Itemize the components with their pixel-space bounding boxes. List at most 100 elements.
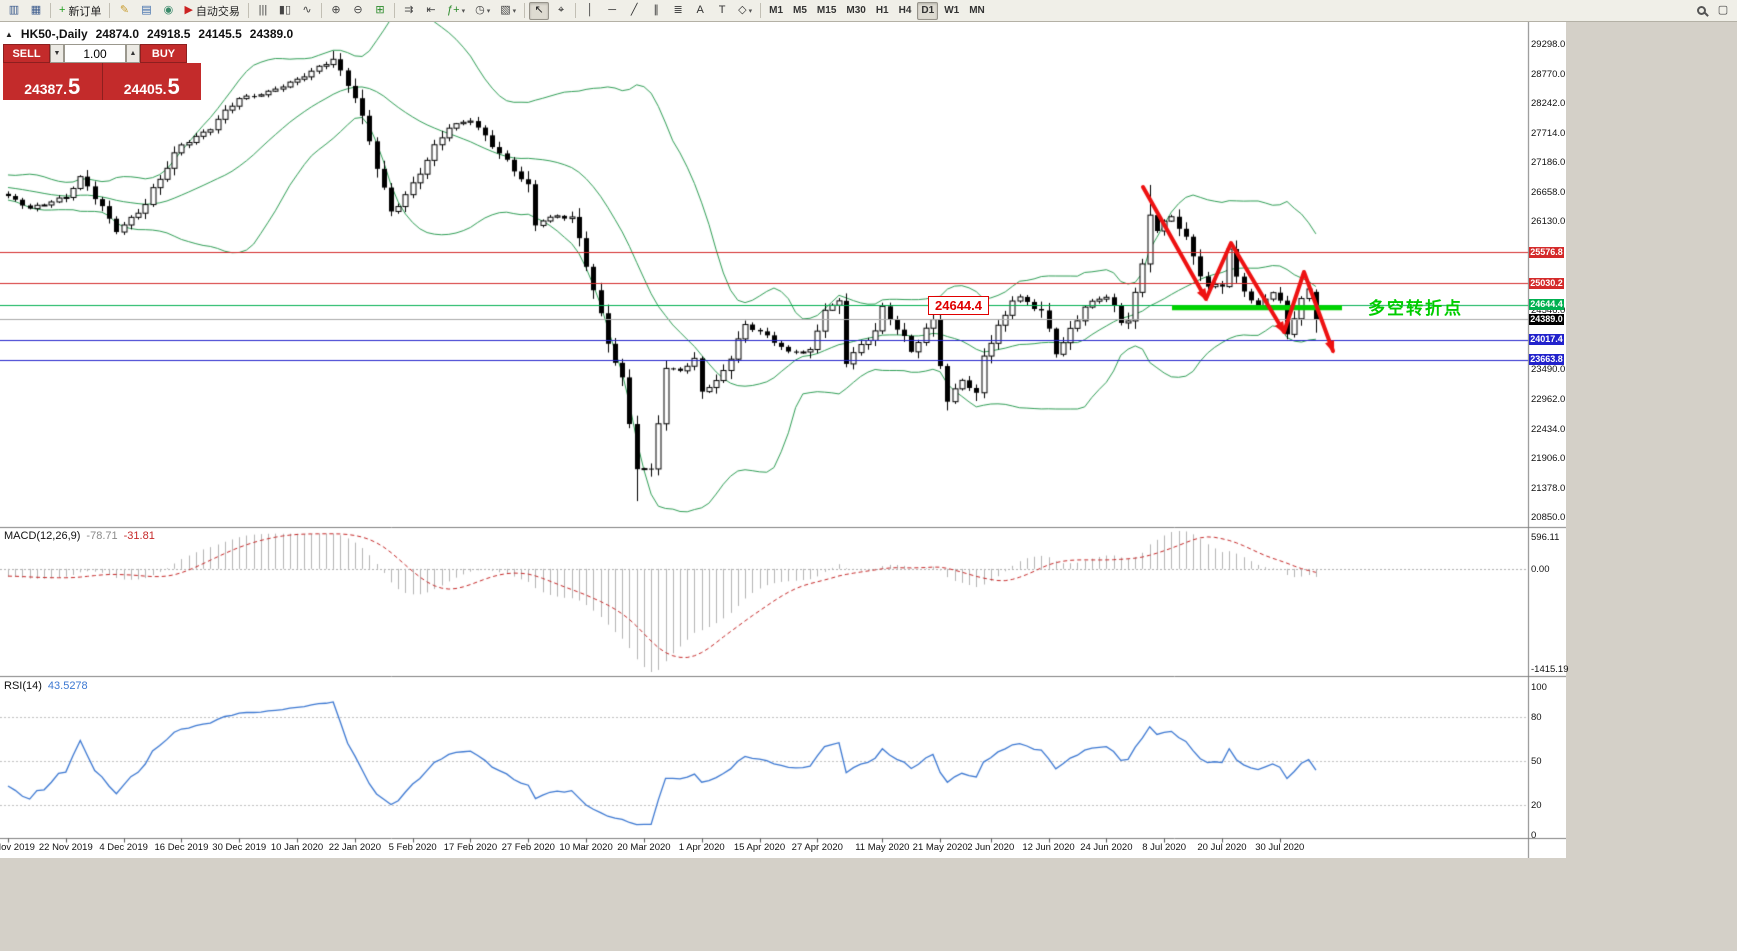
zoom-out-icon: ⊖ xyxy=(353,4,363,16)
shapes-icon: ◇ xyxy=(738,4,747,16)
time-axis-label: 16 Dec 2019 xyxy=(154,842,209,853)
new-order-button-label: 新订单 xyxy=(68,5,102,18)
fibonacci-button[interactable]: ≣ xyxy=(668,2,688,20)
timeframe-m30-button[interactable]: M30 xyxy=(842,2,869,20)
vertical-line-button[interactable]: │ xyxy=(580,2,600,20)
buy-button[interactable]: BUY xyxy=(140,44,187,63)
price-callout[interactable]: 24644.4 xyxy=(928,296,989,315)
time-axis-label: 30 Jul 2020 xyxy=(1255,842,1305,853)
macd-axis-label: 596.11 xyxy=(1531,532,1560,543)
shapes-button-dropdown[interactable]: ▾ xyxy=(748,7,753,15)
candlestick-chart-icon: ▮▯ xyxy=(278,4,292,16)
timeframe-h1-button-label: H1 xyxy=(875,5,889,16)
line-chart-button[interactable]: ∿ xyxy=(297,2,317,20)
volume-decrease-button[interactable]: ▼ xyxy=(50,44,64,63)
bid-price-tag: 24389.0 xyxy=(1529,313,1564,325)
chart-shift-button[interactable]: ⇤ xyxy=(421,2,441,20)
toolbar: ▥ ▦ + 新订单 ✎ ▤ ◉ ▶ 自动交易 ||| ▮▯ ∿ ⊕ ⊖ ⊞ ⇉ ⇤ ƒ+ ▾ ◷ ▾ ▧ ▾ ↖ ⌖ │ ─ ╱ ∥ ≣ A… xyxy=(0,0,1737,22)
cursor-button[interactable]: ↖ xyxy=(529,1,550,20)
label-button[interactable]: T xyxy=(712,2,732,20)
macd-signal-value: -31.81 xyxy=(123,530,155,542)
timeframe-h1-button[interactable]: H1 xyxy=(872,2,893,20)
chart-profiles-button[interactable]: ▦ xyxy=(26,2,46,20)
time-axis-label: 10 Jan 2020 xyxy=(270,842,324,853)
timeframe-h4-button-label: H4 xyxy=(898,5,912,16)
crosshair-button[interactable]: ⌖ xyxy=(551,2,571,20)
candlestick-chart-button[interactable]: ▮▯ xyxy=(275,2,295,20)
price-axis-label: 22434.0 xyxy=(1531,423,1566,435)
sell-price-main: 24387. xyxy=(24,80,68,97)
market-button[interactable]: ◉ xyxy=(158,2,178,20)
time-axis-label: 24 Jun 2020 xyxy=(1080,842,1133,853)
close-value: 24389.0 xyxy=(249,27,294,41)
timeframe-m15-button[interactable]: M15 xyxy=(813,2,840,20)
tile-windows-icon: ⊞ xyxy=(375,4,385,16)
indicators-button-dropdown[interactable]: ▾ xyxy=(461,7,466,15)
zoom-out-button[interactable]: ⊖ xyxy=(348,2,368,20)
one-click-trading-panel: SELL ▼ ▲ BUY 24387. 5 24405. 5 xyxy=(3,44,201,100)
bar-chart-icon: ||| xyxy=(258,4,268,16)
new-window-button[interactable]: ▢ xyxy=(1713,2,1733,20)
magnifier-icon xyxy=(1696,6,1706,15)
new-order-icon: + xyxy=(59,4,66,16)
timeframe-w1-button[interactable]: W1 xyxy=(940,2,963,20)
terminal-button[interactable]: ▤ xyxy=(136,2,156,20)
chart-canvas[interactable] xyxy=(0,22,1566,858)
metaeditor-button[interactable]: ✎ xyxy=(114,2,134,20)
timeframe-w1-button-label: W1 xyxy=(944,5,960,16)
periods-button-dropdown[interactable]: ▾ xyxy=(486,7,491,15)
templates-button-dropdown[interactable]: ▾ xyxy=(512,7,517,15)
time-axis-label: 15 Apr 2020 xyxy=(733,842,786,853)
search-button[interactable] xyxy=(1691,2,1711,20)
price-axis-label: 21906.0 xyxy=(1531,453,1566,465)
time-axis-label: 1 Apr 2020 xyxy=(678,842,725,853)
time-axis-label: 30 Dec 2019 xyxy=(212,842,267,853)
shapes-button[interactable]: ◇ ▾ xyxy=(734,2,756,20)
channel-button[interactable]: ∥ xyxy=(646,2,666,20)
zoom-in-button[interactable]: ⊕ xyxy=(326,2,346,20)
new-chart-icon: ▥ xyxy=(8,4,20,16)
fibonacci-icon: ≣ xyxy=(673,4,683,16)
price-axis-label: 20850.0 xyxy=(1531,512,1566,524)
timeframe-h4-button[interactable]: H4 xyxy=(895,2,916,20)
volume-increase-button[interactable]: ▲ xyxy=(126,44,140,63)
oct-collapse-arrow[interactable]: ▲ xyxy=(5,29,13,39)
horizontal-line-button[interactable]: ─ xyxy=(602,2,622,20)
new-chart-button[interactable]: ▥ xyxy=(4,2,24,20)
macd-indicator-label: MACD(12,26,9) -78.71 -31.81 xyxy=(4,530,155,542)
price-axis-label: 22962.0 xyxy=(1531,393,1566,405)
volume-input[interactable] xyxy=(64,44,126,63)
buy-price[interactable]: 24405. 5 xyxy=(102,63,201,100)
annotation-note[interactable]: 多空转折点 xyxy=(1368,299,1463,318)
tile-windows-button[interactable]: ⊞ xyxy=(370,2,390,20)
timeframe-m15-button-label: M15 xyxy=(816,5,837,16)
sell-button[interactable]: SELL xyxy=(3,44,50,63)
price-level-tag: 25030.2 xyxy=(1529,277,1564,289)
metaeditor-icon: ✎ xyxy=(119,4,130,16)
crosshair-icon: ⌖ xyxy=(558,4,565,16)
periods-icon: ◷ xyxy=(475,4,485,16)
timeframe-d1-button[interactable]: D1 xyxy=(917,1,939,20)
time-axis-label: 12 Jun 2020 xyxy=(1022,842,1075,853)
timeframe-d1-button-label: D1 xyxy=(921,5,935,16)
toolbar-separator xyxy=(394,3,396,18)
horizontal-line-icon: ─ xyxy=(608,4,617,16)
sell-price[interactable]: 24387. 5 xyxy=(3,63,103,100)
periods-button[interactable]: ◷ ▾ xyxy=(471,2,494,20)
indicators-button[interactable]: ƒ+ ▾ xyxy=(443,2,469,20)
toolbar-separator xyxy=(760,3,762,18)
rsi-axis-label: 50 xyxy=(1531,756,1542,767)
templates-button[interactable]: ▧ ▾ xyxy=(496,2,520,20)
timeframe-mn-button[interactable]: MN xyxy=(965,2,989,20)
trendline-button[interactable]: ╱ xyxy=(624,2,644,20)
auto-scroll-button[interactable]: ⇉ xyxy=(399,2,419,20)
text-button[interactable]: A xyxy=(690,2,710,20)
macd-axis-label: -1415.19 xyxy=(1531,664,1569,675)
timeframe-m1-button[interactable]: M1 xyxy=(765,2,787,20)
autotrading-button[interactable]: ▶ 自动交易 xyxy=(180,2,243,20)
new-order-button[interactable]: + 新订单 xyxy=(55,2,105,20)
bar-chart-button[interactable]: ||| xyxy=(253,2,273,20)
chart-ohlc-title: ▲ HK50-,Daily 24874.0 24918.5 24145.5 24… xyxy=(5,27,293,41)
time-axis-label: 2 Jun 2020 xyxy=(967,842,1015,853)
timeframe-m5-button[interactable]: M5 xyxy=(789,2,811,20)
